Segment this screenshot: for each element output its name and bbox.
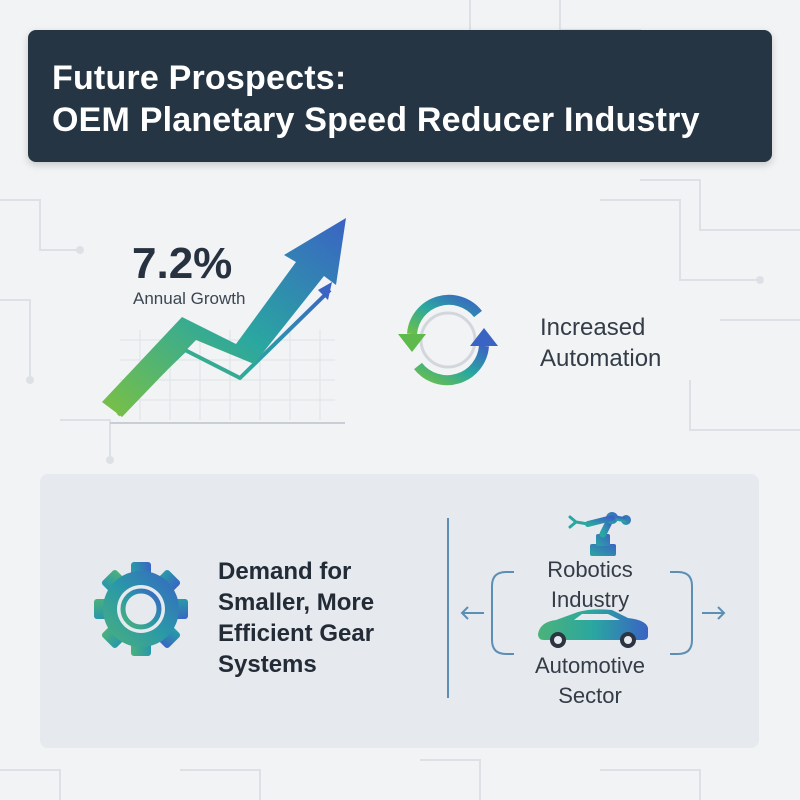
title-line-1: Future Prospects: xyxy=(52,59,347,97)
robotics-label: Robotics Industry xyxy=(520,555,660,615)
trend-arrow-chart-icon xyxy=(102,218,346,424)
demand-line-1: Demand for xyxy=(218,558,352,585)
automation-line-2: Automation xyxy=(540,345,662,372)
left-bracket xyxy=(491,571,514,655)
demand-line-3: Efficient Gear xyxy=(218,620,375,647)
demand-line-2: Smaller, More xyxy=(218,589,375,616)
growth-label: Annual Growth xyxy=(133,289,246,308)
right-arrow-icon xyxy=(702,606,726,620)
automation-line-1: Increased xyxy=(540,314,646,341)
demand-label: Demand for Smaller, More Efficient Gear … xyxy=(218,556,374,680)
robotics-line-1: Robotics xyxy=(547,557,633,582)
title-banner: Future Prospects: OEM Planetary Speed Re… xyxy=(28,30,772,162)
demand-line-4: Systems xyxy=(218,651,317,678)
car-icon xyxy=(538,609,648,648)
automotive-label: Automotive Sector xyxy=(515,651,665,711)
automotive-line-1: Automotive xyxy=(534,653,646,678)
growth-value: 7.2% xyxy=(132,239,233,288)
robot-arm-icon xyxy=(568,512,631,556)
cycle-arrows-icon xyxy=(398,294,498,386)
panel-divider xyxy=(447,518,449,698)
gear-icon xyxy=(94,562,188,656)
right-bracket xyxy=(670,571,693,655)
robotics-line-2: Industry xyxy=(550,587,630,612)
sectors-graphic xyxy=(460,512,726,655)
left-arrow-icon xyxy=(460,606,484,620)
automation-label: Increased Automation xyxy=(540,312,661,374)
title-line-2: OEM Planetary Speed Reducer Industry xyxy=(52,101,700,139)
automotive-line-2: Sector xyxy=(558,683,622,708)
